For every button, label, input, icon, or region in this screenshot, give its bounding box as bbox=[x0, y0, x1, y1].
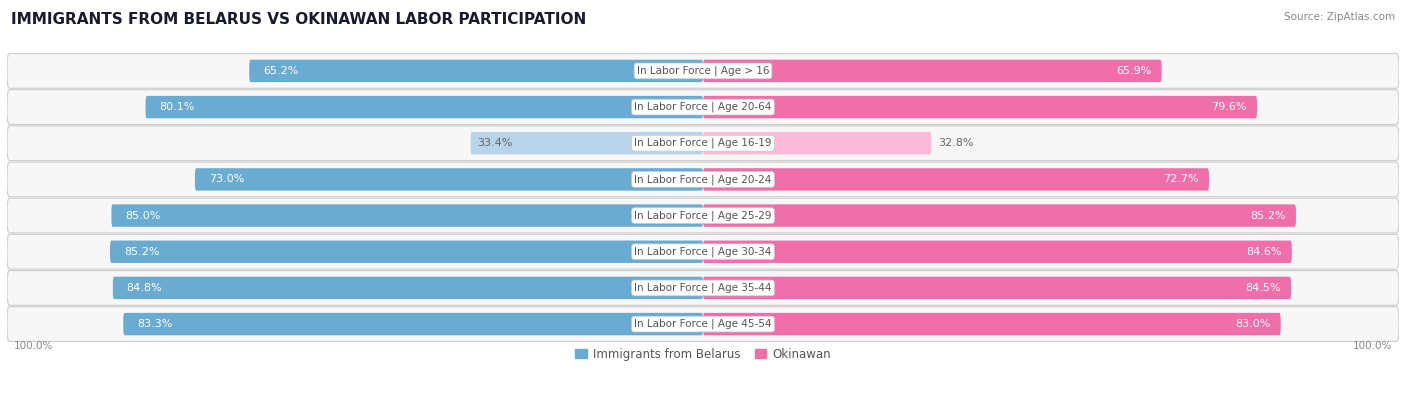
Text: 84.8%: 84.8% bbox=[127, 283, 162, 293]
Text: IMMIGRANTS FROM BELARUS VS OKINAWAN LABOR PARTICIPATION: IMMIGRANTS FROM BELARUS VS OKINAWAN LABO… bbox=[11, 12, 586, 27]
FancyBboxPatch shape bbox=[703, 277, 1291, 299]
FancyBboxPatch shape bbox=[471, 132, 703, 154]
Text: 65.2%: 65.2% bbox=[263, 66, 298, 76]
FancyBboxPatch shape bbox=[112, 277, 703, 299]
FancyBboxPatch shape bbox=[249, 60, 703, 82]
Text: 83.0%: 83.0% bbox=[1234, 319, 1270, 329]
Text: 72.7%: 72.7% bbox=[1163, 175, 1198, 184]
Text: 79.6%: 79.6% bbox=[1211, 102, 1247, 112]
Text: 65.9%: 65.9% bbox=[1116, 66, 1152, 76]
FancyBboxPatch shape bbox=[110, 241, 703, 263]
FancyBboxPatch shape bbox=[195, 168, 703, 191]
FancyBboxPatch shape bbox=[124, 313, 703, 335]
FancyBboxPatch shape bbox=[7, 162, 1399, 197]
Text: 100.0%: 100.0% bbox=[1353, 341, 1392, 351]
Text: 33.4%: 33.4% bbox=[478, 138, 513, 148]
Text: Source: ZipAtlas.com: Source: ZipAtlas.com bbox=[1284, 12, 1395, 22]
Text: 85.2%: 85.2% bbox=[1250, 211, 1285, 220]
Text: In Labor Force | Age 25-29: In Labor Force | Age 25-29 bbox=[634, 210, 772, 221]
Text: 84.5%: 84.5% bbox=[1246, 283, 1281, 293]
Text: 85.2%: 85.2% bbox=[124, 247, 159, 257]
FancyBboxPatch shape bbox=[7, 126, 1399, 161]
FancyBboxPatch shape bbox=[7, 90, 1399, 124]
Text: In Labor Force | Age 35-44: In Labor Force | Age 35-44 bbox=[634, 283, 772, 293]
Legend: Immigrants from Belarus, Okinawan: Immigrants from Belarus, Okinawan bbox=[571, 343, 835, 366]
Text: In Labor Force | Age 16-19: In Labor Force | Age 16-19 bbox=[634, 138, 772, 149]
FancyBboxPatch shape bbox=[7, 198, 1399, 233]
FancyBboxPatch shape bbox=[703, 60, 1161, 82]
Text: In Labor Force | Age > 16: In Labor Force | Age > 16 bbox=[637, 66, 769, 76]
FancyBboxPatch shape bbox=[703, 204, 1296, 227]
FancyBboxPatch shape bbox=[7, 234, 1399, 269]
FancyBboxPatch shape bbox=[7, 307, 1399, 341]
Text: In Labor Force | Age 45-54: In Labor Force | Age 45-54 bbox=[634, 319, 772, 329]
Text: In Labor Force | Age 20-24: In Labor Force | Age 20-24 bbox=[634, 174, 772, 185]
Text: 85.0%: 85.0% bbox=[125, 211, 160, 220]
FancyBboxPatch shape bbox=[703, 96, 1257, 118]
FancyBboxPatch shape bbox=[703, 241, 1292, 263]
FancyBboxPatch shape bbox=[703, 168, 1209, 191]
Text: 32.8%: 32.8% bbox=[938, 138, 974, 148]
FancyBboxPatch shape bbox=[7, 54, 1399, 88]
Text: In Labor Force | Age 30-34: In Labor Force | Age 30-34 bbox=[634, 246, 772, 257]
FancyBboxPatch shape bbox=[146, 96, 703, 118]
Text: 73.0%: 73.0% bbox=[209, 175, 245, 184]
FancyBboxPatch shape bbox=[703, 313, 1281, 335]
Text: 80.1%: 80.1% bbox=[159, 102, 195, 112]
FancyBboxPatch shape bbox=[111, 204, 703, 227]
Text: 84.6%: 84.6% bbox=[1246, 247, 1281, 257]
Text: 83.3%: 83.3% bbox=[138, 319, 173, 329]
Text: 100.0%: 100.0% bbox=[14, 341, 53, 351]
FancyBboxPatch shape bbox=[703, 132, 931, 154]
Text: In Labor Force | Age 20-64: In Labor Force | Age 20-64 bbox=[634, 102, 772, 112]
FancyBboxPatch shape bbox=[7, 271, 1399, 305]
